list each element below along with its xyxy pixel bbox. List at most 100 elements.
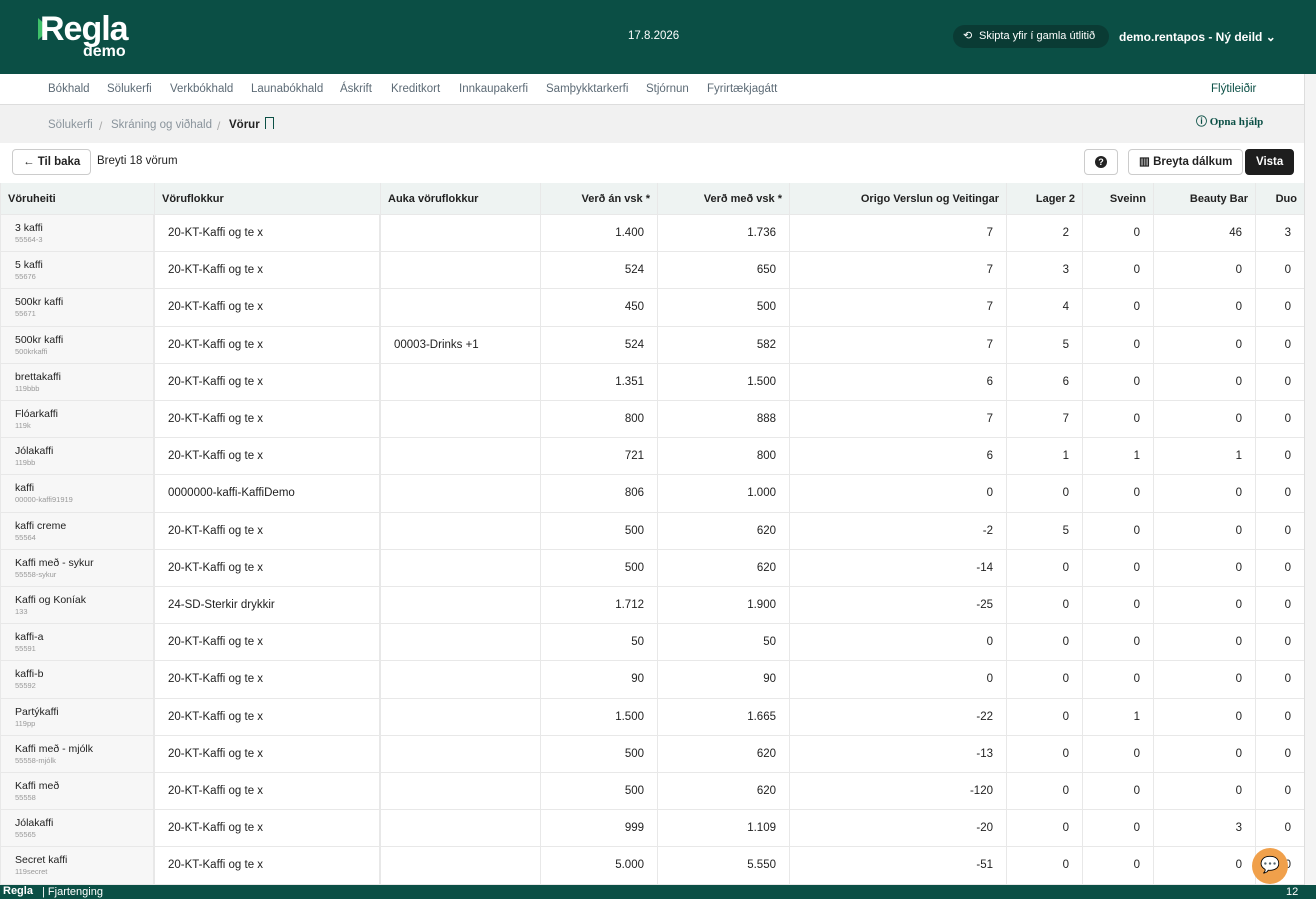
table-cell[interactable]: 1.900	[658, 587, 789, 624]
table-cell[interactable]: 3	[1154, 810, 1255, 847]
table-cell[interactable]: 20-KT-Kaffi og te x	[155, 698, 379, 735]
table-cell[interactable]: 0	[1007, 549, 1082, 586]
table-cell[interactable]: 0	[1154, 401, 1255, 438]
table-cell[interactable]: 620	[658, 549, 789, 586]
table-cell[interactable]: -120	[790, 773, 1006, 810]
nav-item[interactable]: Kreditkort	[391, 83, 441, 95]
table-cell[interactable]	[381, 624, 540, 661]
table-cell[interactable]: 7	[1007, 401, 1082, 438]
switch-button[interactable]: ⟲ Skipta yfir í gamla útlitið	[953, 25, 1109, 48]
table-cell[interactable]: 3	[1007, 252, 1082, 289]
table-cell[interactable]: 524	[541, 252, 657, 289]
table-cell[interactable]: 0	[1256, 512, 1304, 549]
table-cell[interactable]: 0	[790, 624, 1006, 661]
table-cell[interactable]: 4	[1007, 289, 1082, 326]
nav-item[interactable]: Áskrift	[340, 83, 372, 95]
table-cell[interactable]: 7	[790, 401, 1006, 438]
table-cell[interactable]: 6	[790, 438, 1006, 475]
table-cell[interactable]: 0	[1256, 475, 1304, 512]
nav-item[interactable]: Stjórnun	[646, 83, 689, 95]
table-cell[interactable]: 0	[1083, 773, 1153, 810]
table-cell[interactable]: 0	[1083, 289, 1153, 326]
table-cell[interactable]: 7	[790, 326, 1006, 363]
table-cell[interactable]: 0000000-kaffi-KaffiDemo	[155, 475, 379, 512]
table-cell[interactable]: 0	[1083, 549, 1153, 586]
table-cell[interactable]: 0	[1154, 773, 1255, 810]
table-cell[interactable]: -25	[790, 587, 1006, 624]
nav-item[interactable]: Samþykktarkerfi	[546, 83, 629, 95]
table-cell[interactable]: 6	[1007, 363, 1082, 400]
table-cell[interactable]: 500	[541, 773, 657, 810]
table-cell[interactable]: 5	[1007, 326, 1082, 363]
table-cell[interactable]: 20-KT-Kaffi og te x	[155, 363, 379, 400]
table-cell[interactable]: 0	[1007, 735, 1082, 772]
table-cell[interactable]: 0	[1007, 624, 1082, 661]
table-cell[interactable]: 20-KT-Kaffi og te x	[155, 661, 379, 698]
table-cell[interactable]: 6	[790, 363, 1006, 400]
nav-item[interactable]: Bókhald	[48, 83, 90, 95]
table-cell[interactable]	[381, 438, 540, 475]
table-cell[interactable]: 0	[1154, 698, 1255, 735]
table-cell[interactable]: 1.400	[541, 215, 657, 252]
table-cell[interactable]: 90	[541, 661, 657, 698]
table-cell[interactable]: 5	[1007, 512, 1082, 549]
table-cell[interactable]: 721	[541, 438, 657, 475]
user-menu[interactable]: demo.rentapos - Ný deild ⌄	[1119, 30, 1276, 44]
breadcrumb-item[interactable]: Sölukerfi	[48, 119, 93, 131]
table-cell[interactable]: 7	[790, 252, 1006, 289]
table-cell[interactable]: 0	[1256, 587, 1304, 624]
table-cell[interactable]: 0	[1083, 252, 1153, 289]
table-cell[interactable]: 1	[1083, 438, 1153, 475]
table-cell[interactable]: 0	[1007, 587, 1082, 624]
table-cell[interactable]: 0	[1154, 475, 1255, 512]
table-cell[interactable]: 0	[1154, 549, 1255, 586]
table-cell[interactable]: 20-KT-Kaffi og te x	[155, 624, 379, 661]
table-cell[interactable]: 0	[1007, 810, 1082, 847]
table-cell[interactable]: 888	[658, 401, 789, 438]
table-cell[interactable]: 0	[1154, 363, 1255, 400]
table-cell[interactable]: 20-KT-Kaffi og te x	[155, 215, 379, 252]
table-cell[interactable]: 20-KT-Kaffi og te x	[155, 326, 379, 363]
table-cell[interactable]: 0	[1256, 326, 1304, 363]
chat-button[interactable]: 💬	[1252, 848, 1288, 884]
back-button[interactable]: ← Til baka	[12, 149, 92, 175]
table-cell[interactable]	[381, 735, 540, 772]
table-cell[interactable]: 46	[1154, 215, 1255, 252]
table-cell[interactable]: 0	[1256, 252, 1304, 289]
table-cell[interactable]: 0	[1083, 512, 1153, 549]
table-cell[interactable]	[381, 661, 540, 698]
table-cell[interactable]: 0	[1083, 735, 1153, 772]
table-cell[interactable]: 620	[658, 735, 789, 772]
table-cell[interactable]: 0	[1083, 363, 1153, 400]
table-cell[interactable]: 0	[1007, 698, 1082, 735]
table-cell[interactable]: 0	[1256, 401, 1304, 438]
table-cell[interactable]: 20-KT-Kaffi og te x	[155, 735, 379, 772]
table-cell[interactable]: 50	[658, 624, 789, 661]
table-cell[interactable]: 500	[541, 549, 657, 586]
table-cell[interactable]: 1.736	[658, 215, 789, 252]
table-cell[interactable]: 0	[1083, 810, 1153, 847]
table-cell[interactable]: 1	[1007, 438, 1082, 475]
table-cell[interactable]: 00003-Drinks +1	[381, 326, 540, 363]
table-cell[interactable]: 20-KT-Kaffi og te x	[155, 289, 379, 326]
table-cell[interactable]	[381, 215, 540, 252]
table-cell[interactable]: 800	[541, 401, 657, 438]
table-cell[interactable]: 20-KT-Kaffi og te x	[155, 810, 379, 847]
table-cell[interactable]	[381, 289, 540, 326]
table-cell[interactable]: 0	[1256, 438, 1304, 475]
table-cell[interactable]	[381, 549, 540, 586]
table-cell[interactable]: 20-KT-Kaffi og te x	[155, 549, 379, 586]
table-cell[interactable]: 620	[658, 512, 789, 549]
columns-button[interactable]: ▥ Breyta dálkum	[1128, 149, 1244, 175]
table-cell[interactable]: 1.000	[658, 475, 789, 512]
logo[interactable]: Regla	[40, 10, 129, 48]
table-cell[interactable]: 0	[1154, 326, 1255, 363]
nav-item[interactable]: Fyrirtækjagátt	[707, 83, 778, 95]
help-button[interactable]: ?	[1084, 149, 1118, 175]
table-cell[interactable]: 20-KT-Kaffi og te x	[155, 512, 379, 549]
table-cell[interactable]: 0	[1256, 549, 1304, 586]
nav-item[interactable]: Sölukerfi	[107, 83, 152, 95]
table-cell[interactable]: 0	[1083, 326, 1153, 363]
save-button[interactable]: Vista	[1245, 149, 1295, 175]
table-cell[interactable]: 0	[1256, 289, 1304, 326]
